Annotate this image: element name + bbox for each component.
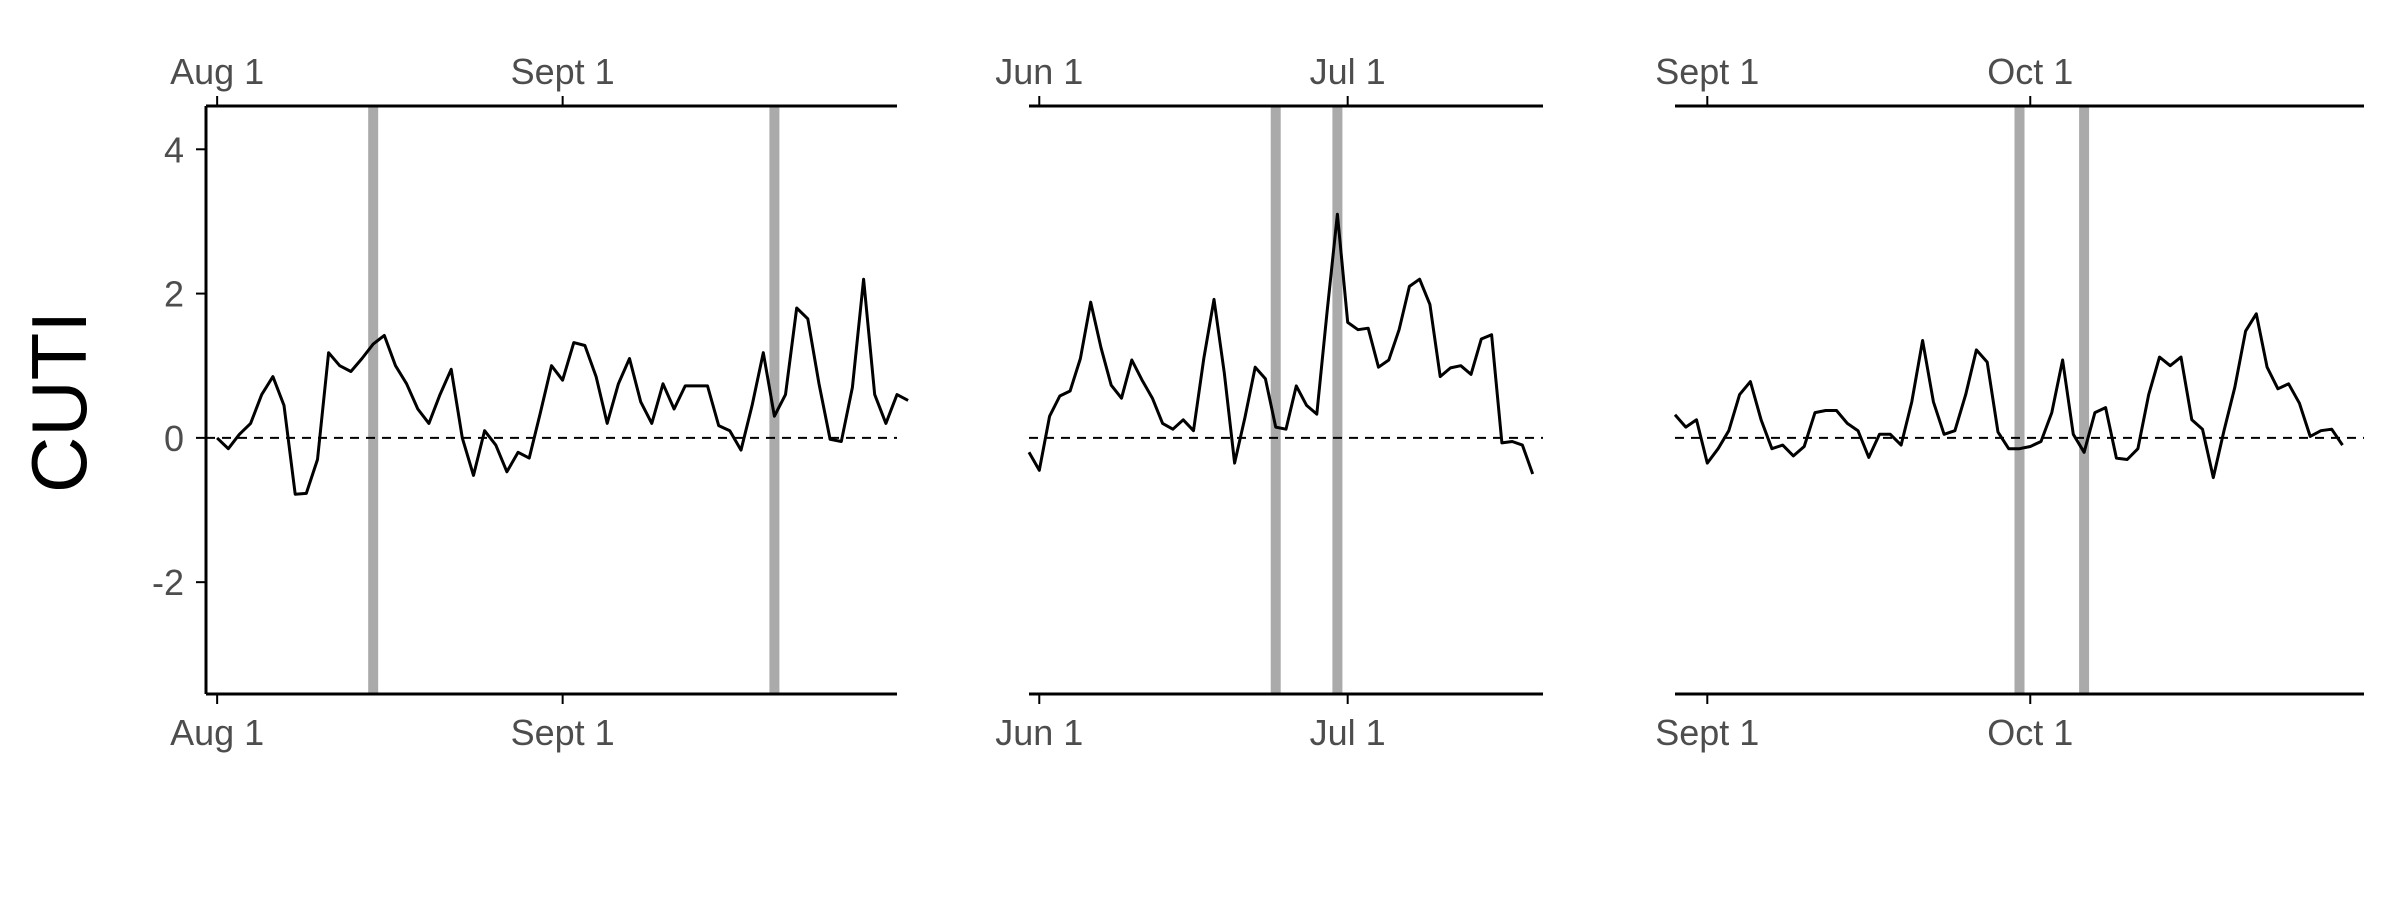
panel-2: Jun 1 Jun 1 Jul 1 Jul 1 <box>995 51 1543 753</box>
highlight-bar <box>2079 106 2090 694</box>
shared-y-axis: 4 2 0 -2 <box>152 106 208 694</box>
cuti-series-line <box>1027 212 1535 475</box>
top-x-tick-label: Jul 1 <box>1310 51 1386 92</box>
highlight-bar <box>769 106 780 694</box>
bottom-x-tick-label: Jun 1 <box>995 712 1083 753</box>
top-x-tick-label: Oct 1 <box>1987 51 2073 92</box>
cuti-series-line <box>216 277 909 496</box>
top-x-tick-label: Jun 1 <box>995 51 1083 92</box>
highlight-bar <box>368 106 379 694</box>
highlight-bar <box>1270 106 1281 694</box>
top-x-tick-label: Sept 1 <box>511 51 615 92</box>
y-axis-title: CUTI <box>15 311 103 493</box>
highlight-bar <box>2014 106 2025 694</box>
top-x-tick-label: Sept 1 <box>1655 51 1759 92</box>
y-tick-label: 0 <box>164 418 184 459</box>
bottom-x-tick-label: Jul 1 <box>1310 712 1386 753</box>
y-tick-label: -2 <box>152 562 184 603</box>
bottom-x-tick-label: Oct 1 <box>1987 712 2073 753</box>
highlight-bar <box>1332 106 1343 694</box>
panel-1: Aug 1 Aug 1 Sept 1 Sept 1 <box>170 51 909 753</box>
y-tick-label: 2 <box>164 274 184 315</box>
y-tick-label: 4 <box>164 129 184 170</box>
bottom-x-tick-label: Aug 1 <box>170 712 264 753</box>
top-x-tick-label: Aug 1 <box>170 51 264 92</box>
cuti-series-line <box>1673 312 2344 480</box>
panel-3: Sept 1 Sept 1 Oct 1 Oct 1 <box>1655 51 2364 753</box>
bottom-x-tick-label: Sept 1 <box>511 712 615 753</box>
bottom-x-tick-label: Sept 1 <box>1655 712 1759 753</box>
